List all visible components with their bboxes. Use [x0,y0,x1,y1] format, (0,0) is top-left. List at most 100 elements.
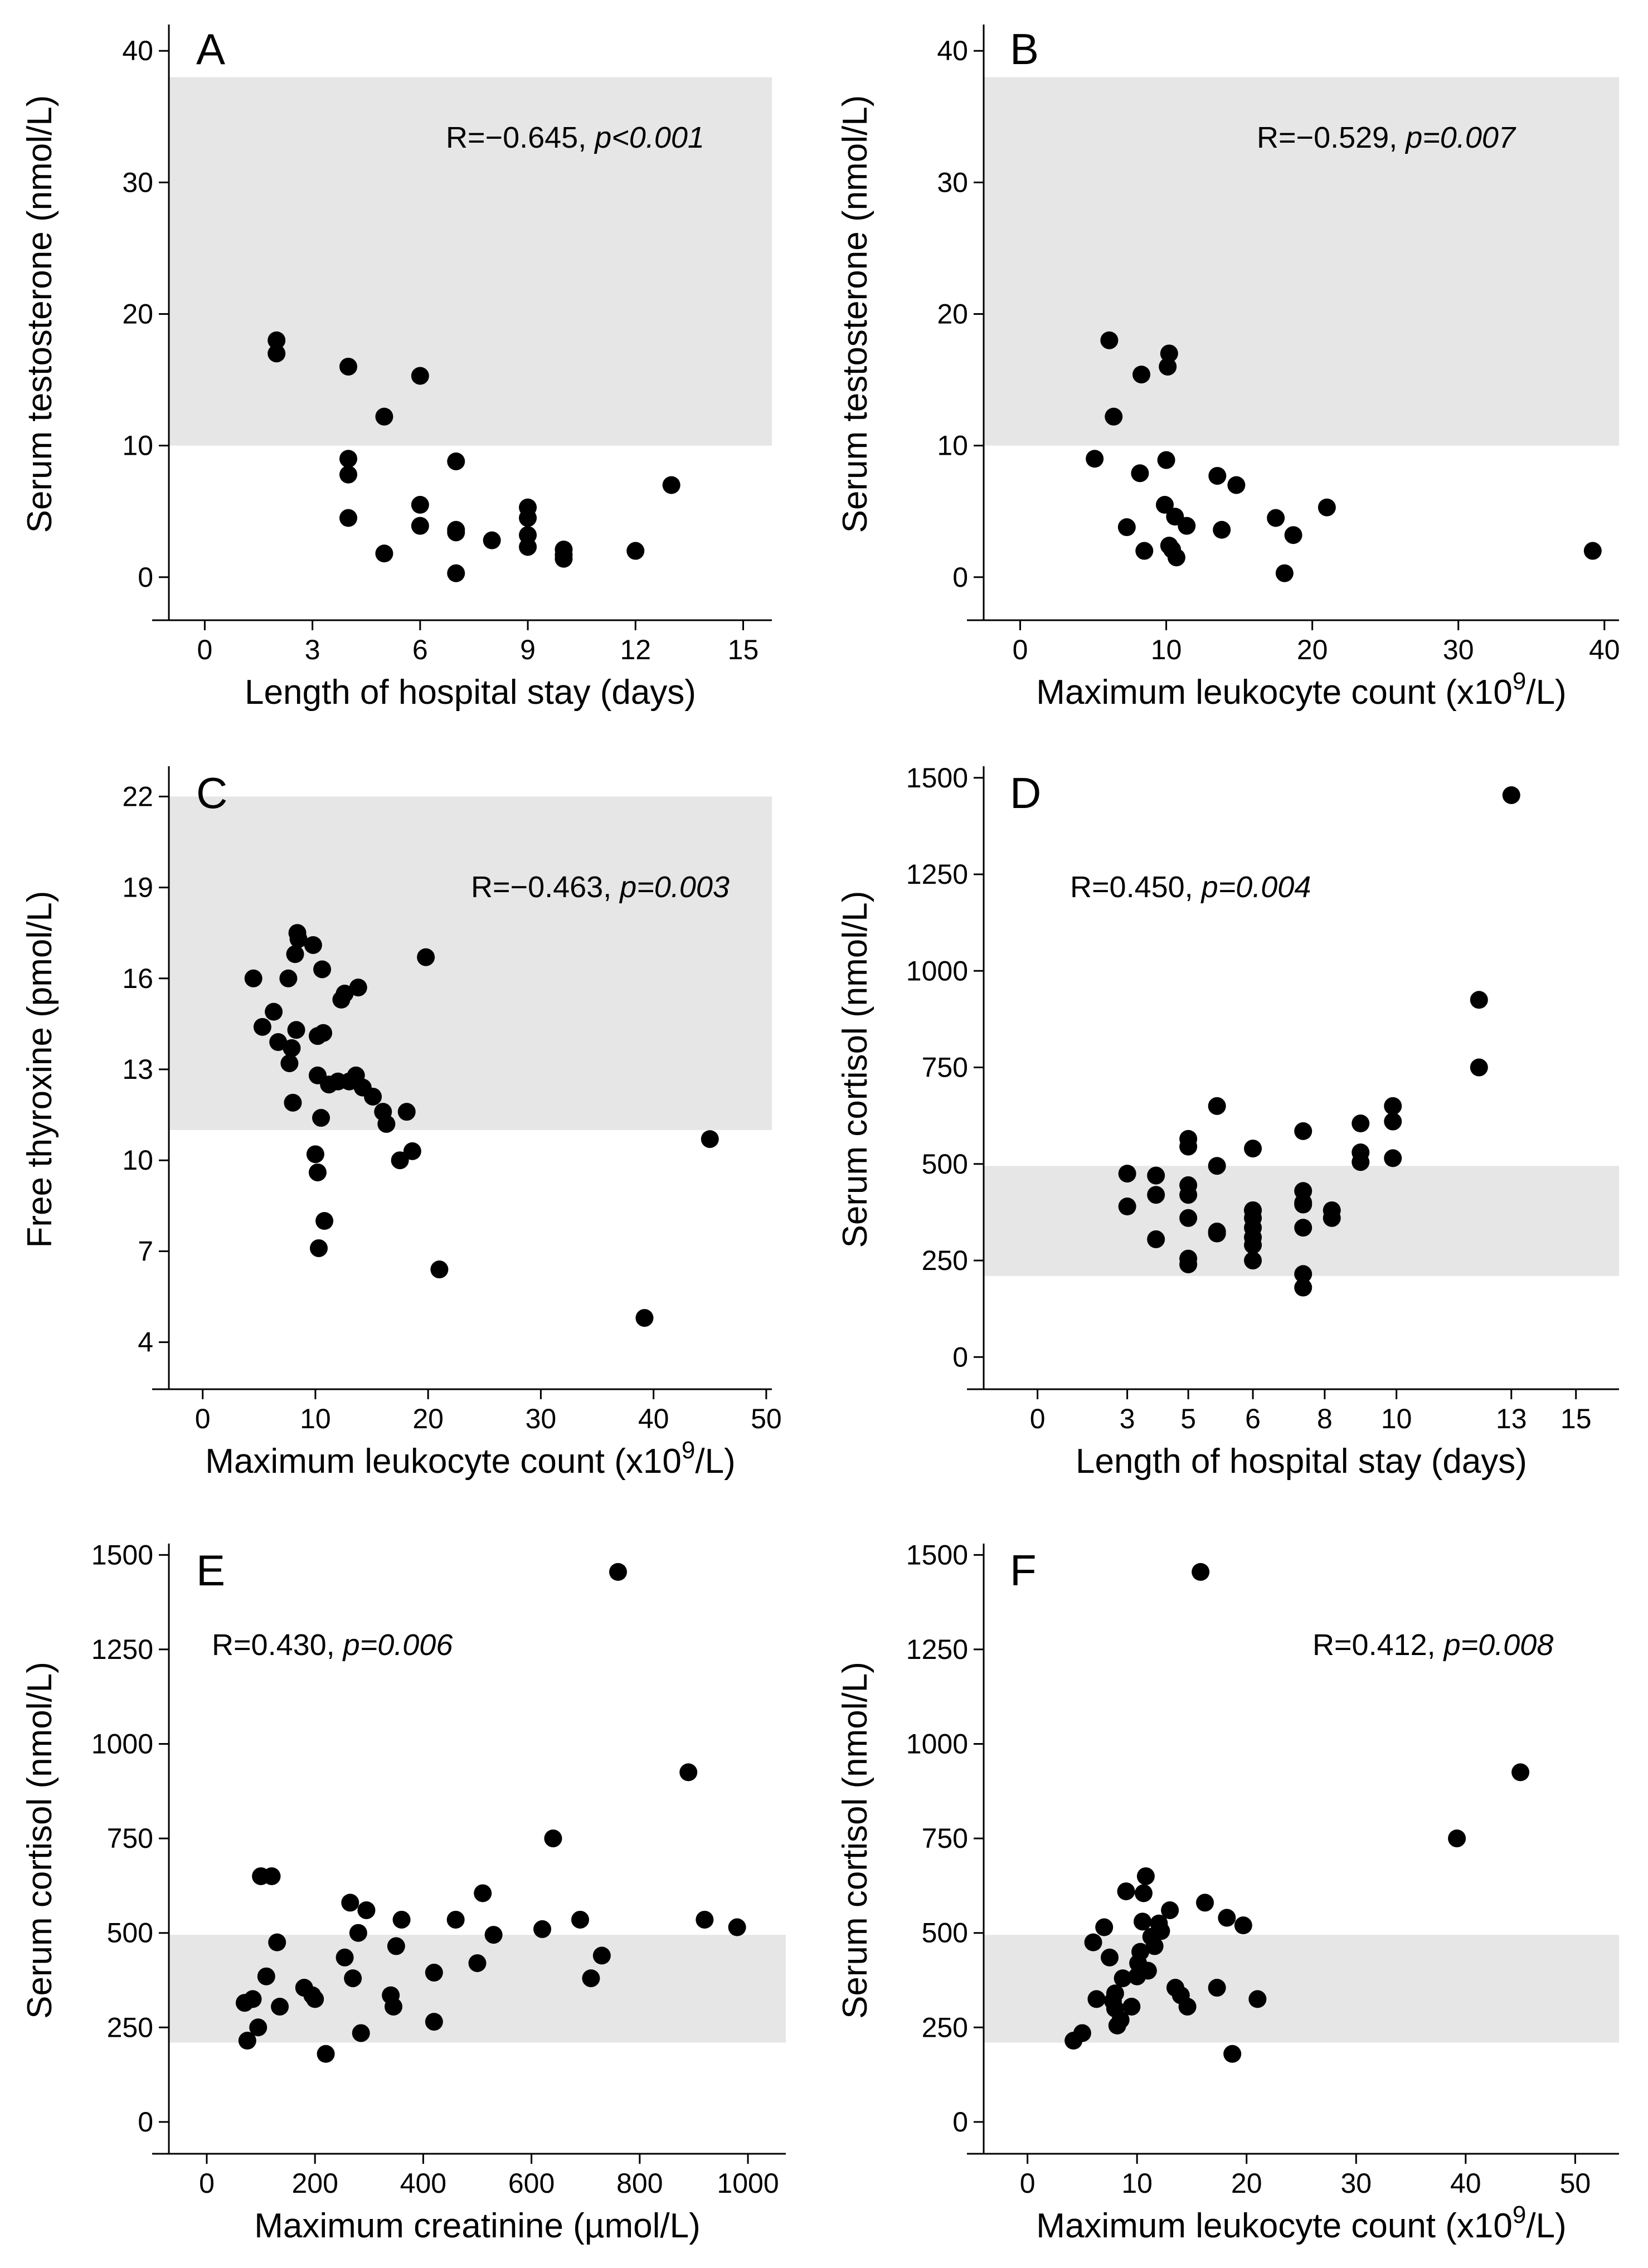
y-tick-label-a: 20 [122,299,153,330]
x-axis-label-sup: 9 [1513,668,1526,695]
reference-band-c [169,796,772,1130]
data-point-d [1294,1122,1312,1140]
stat-annotation-d: R=0.450, p=0.004 [1070,870,1311,904]
data-point-b [1155,495,1174,514]
y-tick-label-e: 1500 [91,1539,153,1570]
x-tick-label-c: 40 [638,1403,669,1434]
reference-band-a [169,77,772,446]
data-point-a [375,544,393,563]
data-point-d [1179,1255,1198,1273]
data-point-b [1167,548,1185,567]
y-tick-label-f: 750 [922,1823,968,1854]
data-point-d [1294,1219,1312,1237]
x-tick-label-b: 40 [1589,634,1620,665]
data-point-e [446,1910,465,1929]
x-axis-label-f: Maximum leukocyte count (x109/L) [1036,2201,1566,2245]
x-tick-label-e: 800 [616,2168,663,2199]
data-point-f [1196,1894,1214,1912]
data-point-a [555,549,573,568]
stat-annotation-a: R=−0.645, p<0.001 [446,121,704,154]
data-point-d [1502,786,1520,804]
y-axis-label-f: Serum cortisol (nmol/L) [836,1662,874,2019]
panel-letter-f: F [1010,1546,1037,1595]
data-point-c [283,1039,301,1057]
data-point-e [392,1910,411,1929]
data-point-f [1218,1909,1236,1927]
y-tick-label-f: 250 [922,2012,968,2043]
data-point-e [384,1997,402,2016]
data-point-e [257,1967,275,1985]
x-tick-label-a: 15 [728,634,759,665]
stat-r-value: R=−0.463, [471,870,620,904]
y-tick-label-d: 500 [922,1148,968,1180]
y-tick-label-e: 1000 [91,1729,153,1760]
data-point-b [1267,509,1285,527]
x-tick-label-f: 50 [1560,2168,1591,2199]
data-point-b [1227,476,1246,494]
data-point-c [635,1309,654,1327]
data-point-d [1470,991,1488,1009]
data-point-a [519,509,537,527]
data-point-f [1208,1979,1226,1997]
x-tick-label-e: 600 [508,2168,555,2199]
data-point-a [626,542,645,560]
data-point-c [253,1018,271,1036]
data-point-a [483,531,501,549]
data-point-a [375,407,393,426]
x-axis-label-text: Maximum leukocyte count (x10 [1036,673,1513,712]
x-tick-label-a: 3 [305,634,320,665]
data-point-d [1208,1157,1226,1175]
data-point-f [1117,1882,1135,1901]
x-axis-label-sup: 9 [682,1437,695,1464]
data-point-a [411,517,429,535]
data-point-e [609,1563,627,1581]
x-axis-label-end: /L) [1526,2207,1566,2245]
data-point-a [268,344,286,363]
data-point-f [1087,1990,1106,2008]
x-axis-label-text: Maximum leukocyte count (x10 [1036,2207,1513,2245]
data-point-f [1448,1829,1466,1848]
data-point-d [1384,1149,1402,1167]
panel-letter-e: E [196,1546,225,1595]
data-point-f [1192,1563,1210,1581]
data-point-e [425,2013,443,2031]
data-point-a [339,357,358,376]
stat-p-value: p=0.007 [1404,121,1516,154]
x-tick-label-b: 20 [1297,634,1328,665]
data-point-f [1139,1962,1157,1980]
y-tick-label-e: 1250 [91,1634,153,1665]
y-axis-label-e: Serum cortisol (nmol/L) [21,1662,59,2019]
stat-r-value: R=0.412, [1312,1628,1444,1662]
data-point-d [1244,1252,1262,1270]
panel-letter-d: D [1010,768,1041,817]
y-tick-label-f: 500 [922,1917,968,1949]
y-axis-label-c: Free thyroxine (pmol/L) [21,891,59,1248]
y-tick-label-e: 250 [107,2012,153,2043]
y-tick-label-d: 0 [952,1341,968,1373]
y-tick-label-d: 1000 [906,955,968,986]
y-tick-label-a: 0 [138,562,153,593]
stat-annotation-e: R=0.430, p=0.006 [212,1628,453,1662]
panel-letter-c: C [196,768,227,817]
data-point-f [1084,1933,1102,1951]
data-point-e [244,1990,262,2008]
data-point-f [1134,1912,1151,1931]
x-tick-label-d: 5 [1180,1403,1196,1434]
x-tick-label-b: 30 [1443,634,1474,665]
data-point-c [244,969,262,987]
data-point-b [1284,526,1302,544]
y-axis-label-b: Serum testosterone (nmol/L) [836,95,874,533]
data-point-e [728,1918,746,1936]
data-point-a [268,331,286,349]
y-tick-label-c: 22 [122,781,153,812]
data-point-d [1179,1137,1198,1156]
x-tick-label-c: 10 [300,1403,331,1434]
data-point-d [1147,1166,1165,1185]
y-tick-label-f: 1250 [906,1634,968,1665]
data-point-d [1323,1209,1341,1227]
x-tick-label-b: 0 [1013,634,1028,665]
data-point-c [312,1109,330,1127]
data-point-c [304,936,322,954]
data-point-f [1234,1916,1252,1935]
x-axis-label-text: Maximum creatinine (µmol/L) [254,2207,701,2245]
